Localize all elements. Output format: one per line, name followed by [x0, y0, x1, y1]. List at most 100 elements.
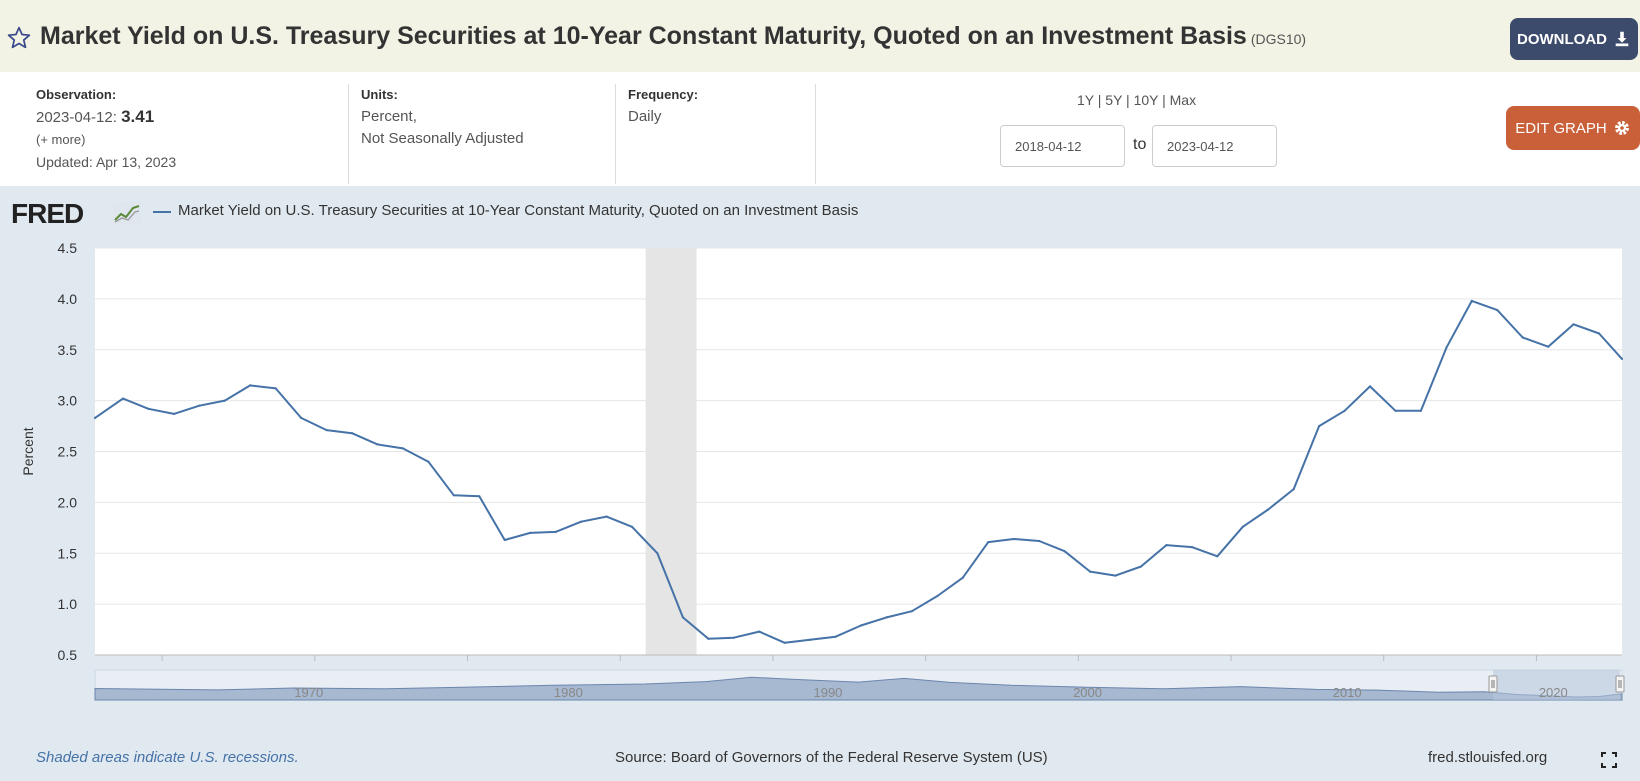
data-point: [1190, 546, 1193, 549]
data-point: [1368, 385, 1372, 388]
end-date-input[interactable]: 2023-04-12: [1152, 125, 1277, 167]
updated-date: Updated: Apr 13, 2023: [36, 154, 177, 170]
data-point: [1521, 336, 1524, 339]
y-tick-label: 0.5: [58, 647, 78, 663]
divider: [815, 84, 816, 184]
data-point: [249, 384, 252, 387]
y-tick-label: 2.5: [58, 444, 78, 460]
site-link[interactable]: fred.stlouisfed.org: [1428, 749, 1548, 766]
legend-swatch: [153, 211, 171, 213]
title-text: Market Yield on U.S. Treasury Securities…: [40, 22, 1247, 50]
data-point: [681, 616, 685, 619]
data-point: [885, 616, 888, 619]
units-block: Units: Percent, Not Seasonally Adjusted: [361, 84, 524, 150]
data-point: [1241, 525, 1244, 528]
data-point: [503, 538, 506, 542]
navigator-label: 2020: [1539, 685, 1568, 700]
units-line2: Not Seasonally Adjusted: [361, 130, 524, 147]
observation-value: 3.41: [121, 107, 155, 126]
data-point: [401, 447, 404, 450]
data-point: [300, 416, 303, 419]
data-point: [1419, 409, 1422, 412]
start-date-input[interactable]: 2018-04-12: [1000, 125, 1125, 167]
y-tick-label: 1.5: [58, 545, 78, 561]
page-title: Market Yield on U.S. Treasury Securities…: [40, 22, 1306, 51]
data-point: [834, 635, 837, 638]
y-tick-label: 1.0: [58, 596, 78, 612]
y-tick-label: 3.5: [58, 342, 78, 358]
y-tick-label: 2.0: [58, 494, 78, 510]
data-point: [1165, 544, 1168, 547]
fullscreen-icon[interactable]: [1601, 752, 1617, 768]
data-point: [809, 638, 812, 641]
recession-note: Shaded areas indicate U.S. recessions.: [36, 749, 299, 766]
data-point: [325, 429, 328, 432]
data-point: [1318, 425, 1321, 428]
data-point: [732, 636, 735, 639]
y-tick-label: 3.0: [58, 393, 78, 409]
data-point: [1038, 539, 1041, 543]
data-point: [1063, 550, 1066, 553]
data-point: [1292, 488, 1295, 491]
data-point: [1547, 345, 1550, 348]
navigator-label: 1970: [294, 685, 323, 700]
title-bar: Market Yield on U.S. Treasury Securities…: [0, 0, 1640, 72]
data-point: [121, 397, 125, 400]
data-point: [961, 576, 964, 579]
data-point: [1445, 346, 1448, 349]
data-point: [936, 594, 939, 598]
data-point: [1012, 537, 1015, 541]
fred-logo: FRED: [11, 198, 84, 229]
navigator-handle[interactable]: [1615, 675, 1625, 693]
star-icon[interactable]: [6, 25, 32, 51]
data-point: [274, 387, 277, 390]
divider: [348, 84, 349, 184]
navigator-label: 1980: [554, 685, 583, 700]
data-point: [859, 624, 863, 627]
series-code: (DGS10): [1250, 31, 1307, 47]
frequency-block: Frequency: Daily: [628, 84, 698, 128]
edit-graph-label: EDIT GRAPH: [1515, 119, 1607, 137]
data-point: [93, 416, 97, 419]
observation-block: Observation: 2023-04-12: 3.41 (+ more) U…: [36, 84, 176, 173]
units-label: Units:: [361, 87, 398, 102]
data-point: [910, 610, 914, 613]
data-point: [554, 530, 557, 533]
data-point: [198, 404, 201, 407]
navigator-label: 1990: [813, 685, 842, 700]
series-metadata: Observation: 2023-04-12: 3.41 (+ more) U…: [0, 72, 1640, 186]
more-link[interactable]: (+ more): [36, 132, 86, 147]
data-point: [452, 494, 455, 497]
observation-label: Observation:: [36, 87, 117, 102]
data-point: [1139, 565, 1143, 568]
line-chart[interactable]: 0.51.01.52.02.53.03.54.04.52018-072019-0…: [0, 186, 1640, 746]
y-axis-label: Percent: [20, 427, 36, 475]
y-tick-label: 4.5: [58, 240, 78, 256]
data-point: [1216, 555, 1219, 558]
data-point: [1470, 299, 1473, 302]
gear-icon: [1614, 121, 1629, 135]
data-point: [1114, 574, 1117, 577]
data-point: [1496, 309, 1499, 312]
navigator-handle[interactable]: [1488, 675, 1498, 693]
data-point: [1089, 570, 1092, 573]
download-button[interactable]: DOWNLOAD: [1510, 18, 1638, 60]
data-point: [376, 443, 379, 446]
data-point: [1598, 332, 1601, 335]
navigator-label: 2000: [1073, 685, 1102, 700]
divider: [615, 84, 616, 184]
units-line1: Percent,: [361, 108, 417, 125]
navigator-label: 2010: [1333, 685, 1362, 700]
navigator-selection: [1493, 670, 1620, 700]
range-links[interactable]: 1Y | 5Y | 10Y | Max: [1077, 92, 1197, 108]
data-point: [656, 552, 659, 555]
data-point: [1620, 357, 1624, 360]
data-point: [427, 460, 430, 463]
edit-graph-button[interactable]: EDIT GRAPH: [1506, 106, 1640, 150]
data-point: [478, 495, 481, 498]
source-text: Source: Board of Governors of the Federa…: [615, 749, 1048, 766]
download-icon: [1615, 31, 1629, 47]
observation-date: 2023-04-12:: [36, 109, 117, 126]
data-point: [172, 412, 175, 415]
download-label: DOWNLOAD: [1517, 30, 1607, 48]
